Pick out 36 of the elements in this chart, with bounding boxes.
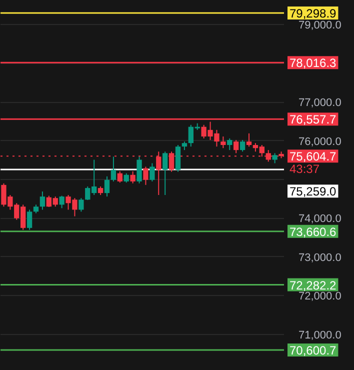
y-tick-label: 72,000.0 [298,290,342,303]
ref-line-label: 76,557.7 [290,112,337,127]
ref-line-label: 75,604.7 [290,150,337,164]
ref-line-label: 70,600.7 [290,343,337,358]
ref-line-label: 78,016.3 [290,56,337,70]
candlestick [124,172,129,184]
candlestick [234,139,239,154]
candlestick [136,156,142,184]
y-tick-label: 76,000.0 [298,136,342,148]
candlestick [143,166,148,186]
candlestick [59,195,64,209]
ref-line-label: 73,660.6 [290,224,337,239]
y-tick-label: 79,000.0 [298,20,342,32]
candlestick [78,198,84,212]
text: 43:37 [290,162,320,176]
ref-line-label: 75,259.0 [290,184,337,199]
candlestick [26,209,32,230]
candlestick [240,139,246,152]
candlestick [272,152,278,164]
candlestick [104,176,110,198]
ref-line-label: 79,298.9 [290,6,337,20]
y-tick-label: 77,000.0 [298,97,342,110]
candlestick [162,151,168,196]
candlestick [40,191,46,210]
candlestick [130,170,136,184]
candlestick [220,136,226,149]
candlestick [117,170,122,184]
candlestick [227,138,232,151]
y-tick-label: 73,000.0 [298,252,342,264]
y-tick-label: 74,000.0 [298,213,342,226]
candlestick [246,132,252,148]
ref-line-label: 72,282.2 [290,278,337,292]
y-tick-label: 71,000.0 [298,329,342,342]
candlestick [150,162,155,182]
candlestick [110,156,116,182]
candlestick [175,144,181,172]
